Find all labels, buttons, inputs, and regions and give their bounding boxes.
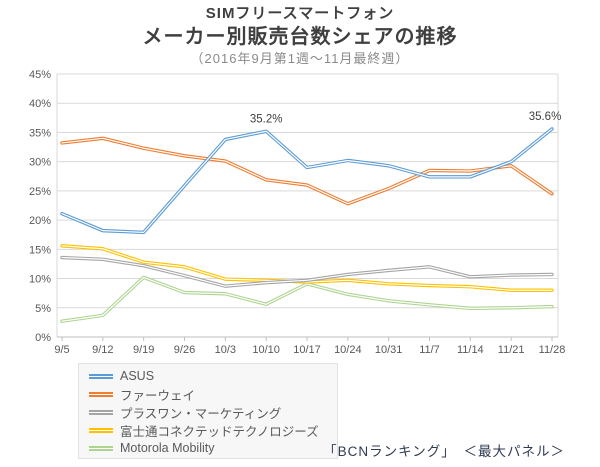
legend-item: Motorola Mobility bbox=[89, 439, 337, 457]
gridlines bbox=[57, 73, 558, 338]
data-label: 35.2% bbox=[250, 113, 283, 125]
legend-line-marker-icon bbox=[89, 445, 113, 451]
x-axis bbox=[57, 336, 558, 341]
legend-line-marker-icon bbox=[89, 427, 113, 433]
x-tick-label: 10/24 bbox=[334, 344, 362, 356]
chart-title-line1: SIMフリースマートフォン bbox=[205, 5, 395, 22]
legend-item: ASUS bbox=[89, 367, 337, 385]
chart-legend: ASUS ファーウェイプラスワン・マーケティング富士通コネクテッドテクノロジーズ M… bbox=[78, 363, 338, 459]
y-tick-label: 25% bbox=[29, 186, 51, 198]
x-tick-label: 11/28 bbox=[539, 344, 566, 356]
legend-label: 富士通コネクテッドテクノロジーズ bbox=[120, 424, 319, 439]
plot-border bbox=[56, 74, 559, 337]
y-tick-label: 30% bbox=[29, 157, 51, 169]
y-tick-label: 45% bbox=[29, 69, 51, 81]
y-tick-label: 35% bbox=[29, 127, 51, 139]
legend-label: ASUS bbox=[120, 369, 155, 383]
legend-label: プラスワン・マーケティング bbox=[120, 406, 282, 421]
x-tick-label: 10/10 bbox=[252, 344, 280, 356]
series-line-motorola-mobility bbox=[60, 275, 554, 323]
source-credit: 「BCNランキング」 ＜最大パネル＞ bbox=[323, 444, 565, 459]
series-line-series bbox=[60, 136, 554, 206]
data-labels: 35.2% 35.6% bbox=[250, 111, 561, 125]
data-label: 35.6% bbox=[529, 111, 562, 123]
chart-title-block: SIMフリースマートフォン メーカー別販売台数シェアの推移 （2016年9月第1… bbox=[0, 4, 600, 68]
y-tick-label: 0% bbox=[35, 332, 51, 344]
x-tick-label: 9/26 bbox=[174, 344, 195, 356]
y-axis-labels: 0% 5% 10% 15% 20% 25% 30% 35% 40% 45% bbox=[29, 69, 51, 344]
x-tick-label: 10/31 bbox=[375, 344, 403, 356]
legend-item: 富士通コネクテッドテクノロジーズ bbox=[89, 421, 337, 439]
y-tick-label: 20% bbox=[29, 215, 51, 227]
legend-label: ファーウェイ bbox=[120, 388, 196, 403]
y-tick-label: 15% bbox=[29, 244, 51, 256]
x-tick-label: 10/17 bbox=[293, 344, 321, 356]
x-tick-label: 9/19 bbox=[133, 344, 154, 356]
y-tick-label: 5% bbox=[35, 303, 51, 315]
series-line-asus bbox=[60, 127, 554, 235]
series-line-series bbox=[60, 255, 554, 288]
x-tick-label: 10/3 bbox=[215, 344, 236, 356]
x-tick-label: 11/14 bbox=[457, 344, 484, 356]
y-tick-label: 40% bbox=[29, 98, 51, 110]
x-tick-label: 11/7 bbox=[419, 344, 440, 356]
chart-subtitle: （2016年9月第1週～11月最終週） bbox=[190, 51, 410, 66]
x-tick-label: 9/5 bbox=[54, 344, 69, 356]
legend-item: プラスワン・マーケティング bbox=[89, 403, 337, 421]
series-line-series bbox=[60, 244, 554, 292]
legend-label: Motorola Mobility bbox=[120, 441, 215, 455]
legend-line-marker-icon bbox=[89, 373, 113, 379]
x-tick-label: 9/12 bbox=[92, 344, 113, 356]
legend-line-marker-icon bbox=[89, 409, 113, 415]
chart-title-line2: メーカー別販売台数シェアの推移 bbox=[142, 26, 458, 48]
x-axis-labels: 9/5 9/12 9/19 9/26 10/3 10/10 10/17 10/24 10/31 1… bbox=[54, 344, 565, 356]
y-tick-label: 10% bbox=[29, 274, 51, 286]
legend-line-marker-icon bbox=[89, 391, 113, 397]
legend-item: ファーウェイ bbox=[89, 385, 337, 403]
x-tick-label: 11/21 bbox=[498, 344, 525, 356]
